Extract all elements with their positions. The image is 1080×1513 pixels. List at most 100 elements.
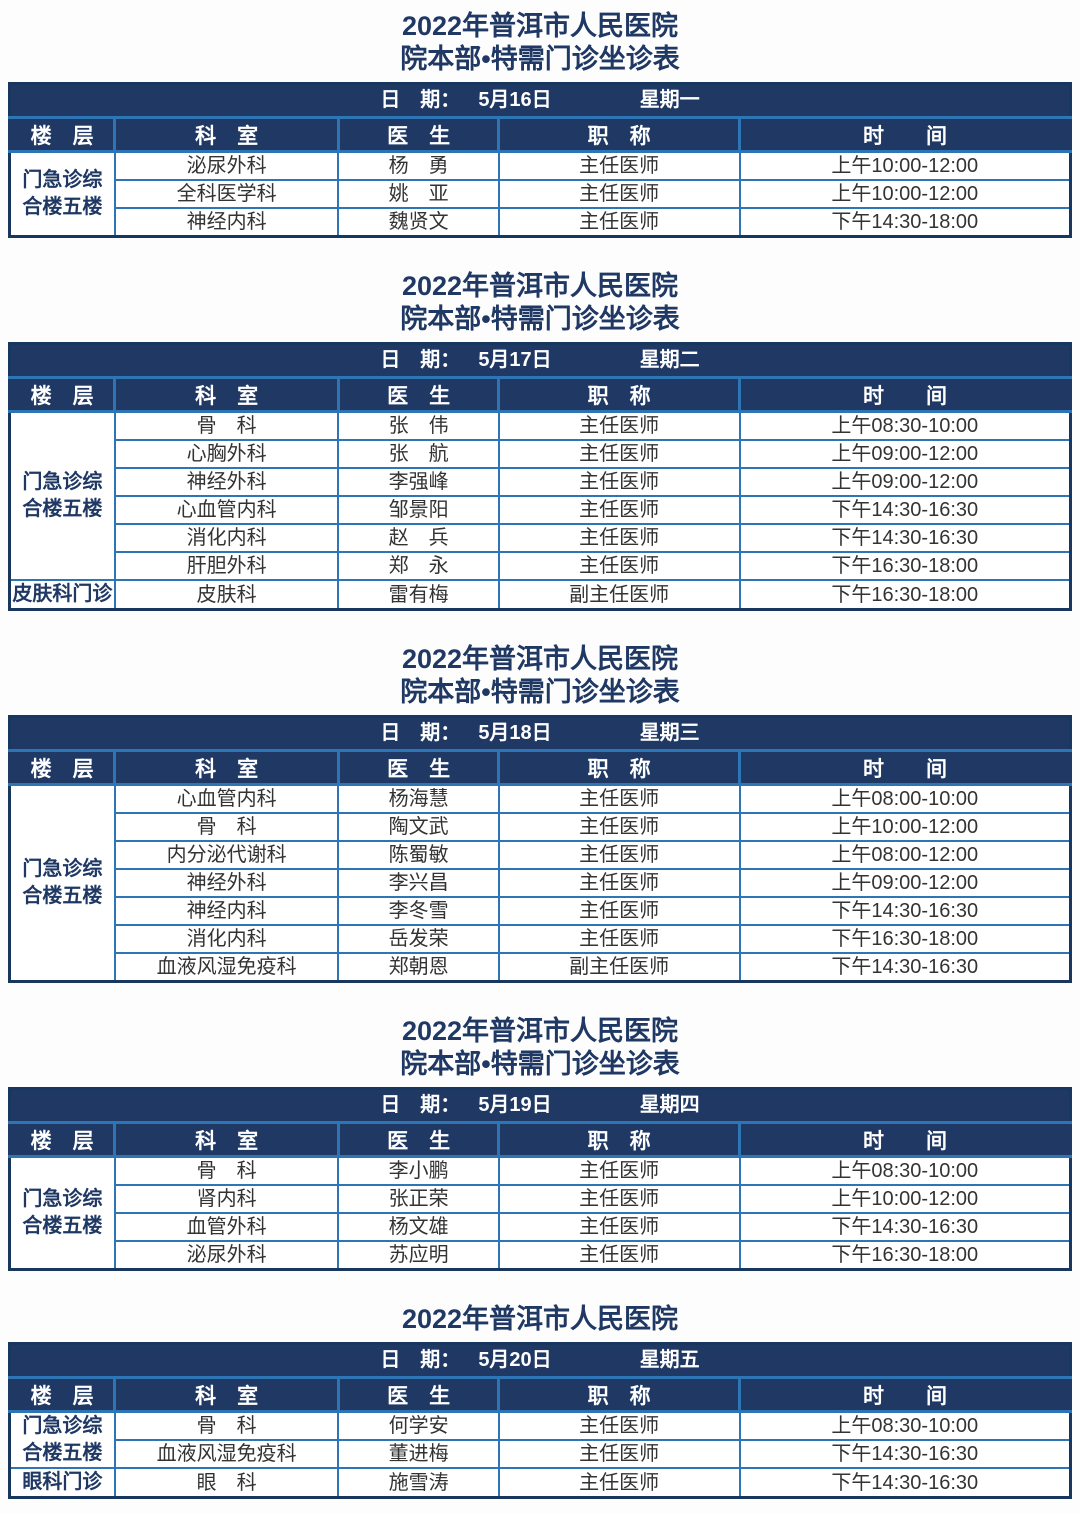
time-cell: 上午09:00-12:00 (738, 467, 1072, 497)
title-cell: 主任医师 (497, 924, 741, 954)
table-row: 眼科门诊 眼 科 施雪涛 主任医师 下午14:30-16:30 (8, 1467, 1072, 1499)
dept-cell: 骨 科 (113, 1155, 340, 1186)
date-banner: 日 期： 5月18日 星期三 (9, 716, 1071, 752)
time-cell: 下午16:30-18:00 (738, 1240, 1072, 1271)
dept-cell: 骨 科 (113, 812, 340, 842)
date-label: 日 期： (380, 722, 461, 744)
dept-cell: 神经内科 (113, 207, 340, 238)
time-cell: 下午14:30-16:30 (738, 952, 1072, 983)
doctor-cell: 苏应明 (337, 1240, 500, 1271)
schedule-table-tuesday: 日 期： 5月17日 星期二 楼 层 科 室 医 生 职 称 时 间 门急诊综 … (7, 342, 1072, 611)
dept-cell: 泌尿外科 (113, 1240, 340, 1271)
schedule-section-friday: 2022年普洱市人民医院 日 期： 5月20日 星期五 楼 层 科 室 医 生 … (7, 1301, 1072, 1499)
doctor-cell: 李强峰 (337, 467, 500, 497)
time-cell: 上午09:00-12:00 (738, 868, 1072, 898)
title-cell: 主任医师 (497, 523, 741, 553)
table-row: 神经外科 李兴昌 主任医师 上午09:00-12:00 (10, 868, 1072, 898)
col-header-floor: 楼 层 (7, 377, 117, 413)
title-cell: 主任医师 (497, 150, 741, 181)
dept-cell: 肝胆外科 (113, 551, 340, 581)
column-header-row: 楼 层 科 室 医 生 职 称 时 间 (7, 117, 1072, 153)
doctor-cell: 张 航 (337, 439, 500, 469)
table-row: 门急诊综 合楼五楼 心血管内科 杨海慧 主任医师 上午08:00-10:00 (8, 783, 1072, 983)
col-header-time: 时 间 (738, 377, 1072, 413)
title-block: 2022年普洱市人民医院 院本部•特需门诊坐诊表 (8, 1013, 1072, 1087)
time-cell: 下午14:30-18:00 (738, 207, 1072, 238)
floor-cell: 门急诊综 合楼五楼 (8, 150, 116, 238)
col-header-floor: 楼 层 (7, 1377, 117, 1413)
table-row: 门急诊综 合楼五楼 骨 科 何学安 主任医师 上午08:30-10:00 (8, 1410, 1072, 1469)
dept-cell: 泌尿外科 (113, 150, 340, 181)
schedule-table-monday: 日 期： 5月16日 星期一 楼 层 科 室 医 生 职 称 时 间 门急诊综 … (7, 82, 1072, 238)
col-header-title: 职 称 (497, 377, 742, 413)
schedule-table-wednesday: 日 期： 5月18日 星期三 楼 层 科 室 医 生 职 称 时 间 门急诊综 … (7, 715, 1072, 983)
title-cell: 主任医师 (497, 840, 741, 870)
column-header-row: 楼 层 科 室 医 生 职 称 时 间 (7, 377, 1072, 413)
table-row: 肾内科 张正荣 主任医师 上午10:00-12:00 (10, 1184, 1072, 1214)
doctor-cell: 李小鹏 (337, 1155, 500, 1186)
title-cell: 主任医师 (497, 1155, 741, 1186)
floor-cell: 门急诊综 合楼五楼 (8, 1410, 116, 1469)
col-header-floor: 楼 层 (7, 750, 117, 786)
date-value: 5月20日 (478, 1349, 552, 1371)
table-row: 肝胆外科 郑 永 主任医师 下午16:30-18:00 (10, 551, 1072, 581)
time-cell: 上午10:00-12:00 (738, 179, 1072, 209)
title-cell: 主任医师 (497, 1439, 741, 1469)
time-cell: 下午16:30-18:00 (738, 579, 1072, 611)
time-cell: 上午09:00-12:00 (738, 439, 1072, 469)
title-cell: 主任医师 (497, 783, 741, 814)
title-block: 2022年普洱市人民医院 (8, 1301, 1072, 1342)
schedule-section-monday: 2022年普洱市人民医院 院本部•特需门诊坐诊表 日 期： 5月16日 星期一 … (7, 8, 1072, 238)
col-header-floor: 楼 层 (7, 1122, 117, 1158)
dept-cell: 心血管内科 (113, 495, 340, 525)
time-cell: 上午10:00-12:00 (738, 812, 1072, 842)
time-cell: 下午14:30-16:30 (738, 1439, 1072, 1469)
title-cell: 主任医师 (497, 467, 741, 497)
weekday-value: 星期五 (639, 1349, 700, 1371)
col-header-dept: 科 室 (113, 750, 340, 786)
dept-cell: 血液风湿免疫科 (113, 1439, 340, 1469)
doctor-cell: 张 伟 (337, 410, 500, 441)
doctor-cell: 魏贤文 (337, 207, 500, 238)
time-cell: 下午16:30-18:00 (738, 551, 1072, 581)
title-cell: 主任医师 (497, 812, 741, 842)
date-value: 5月18日 (478, 722, 552, 744)
doctor-cell: 岳发荣 (337, 924, 500, 954)
title-cell: 主任医师 (497, 1212, 741, 1242)
dept-cell: 心血管内科 (113, 783, 340, 814)
table-row: 血管外科 杨文雄 主任医师 下午14:30-16:30 (10, 1212, 1072, 1242)
doctor-cell: 姚 亚 (337, 179, 500, 209)
dept-cell: 全科医学科 (113, 179, 340, 209)
date-banner: 日 期： 5月17日 星期二 (9, 343, 1071, 379)
dept-cell: 内分泌代谢科 (113, 840, 340, 870)
col-header-doctor: 医 生 (336, 1122, 501, 1158)
schedule-table-friday: 日 期： 5月20日 星期五 楼 层 科 室 医 生 职 称 时 间 门急诊综 … (7, 1342, 1072, 1499)
table-row: 门急诊综 合楼五楼 泌尿外科 杨 勇 主任医师 上午10:00-12:00 (8, 150, 1072, 238)
doctor-cell: 施雪涛 (337, 1467, 500, 1499)
doctor-cell: 杨海慧 (337, 783, 500, 814)
doctor-cell: 赵 兵 (337, 523, 500, 553)
title-block: 2022年普洱市人民医院 院本部•特需门诊坐诊表 (8, 8, 1072, 82)
time-cell: 上午08:00-12:00 (738, 840, 1072, 870)
doctor-cell: 郑朝恩 (337, 952, 500, 983)
floor-cell: 门急诊综 合楼五楼 (8, 783, 116, 983)
doctor-cell: 雷有梅 (337, 579, 500, 611)
title-cell: 主任医师 (497, 896, 741, 926)
title-cell: 主任医师 (497, 179, 741, 209)
title-cell: 主任医师 (497, 495, 741, 525)
dept-cell: 肾内科 (113, 1184, 340, 1214)
title-cell: 主任医师 (497, 439, 741, 469)
col-header-dept: 科 室 (113, 377, 340, 413)
col-header-time: 时 间 (738, 117, 1072, 153)
dept-cell: 骨 科 (113, 1410, 340, 1441)
doctor-cell: 李冬雪 (337, 896, 500, 926)
column-header-row: 楼 层 科 室 医 生 职 称 时 间 (7, 1122, 1072, 1158)
table-row: 内分泌代谢科 陈蜀敏 主任医师 上午08:00-12:00 (10, 840, 1072, 870)
dept-cell: 心胸外科 (113, 439, 340, 469)
hospital-title: 2022年普洱市人民医院 (401, 1016, 679, 1046)
time-cell: 下午14:30-16:30 (738, 896, 1072, 926)
dept-cell: 血管外科 (113, 1212, 340, 1242)
floor-cell: 眼科门诊 (8, 1467, 116, 1499)
title-cell: 主任医师 (497, 1467, 741, 1499)
schedule-section-wednesday: 2022年普洱市人民医院 院本部•特需门诊坐诊表 日 期： 5月18日 星期三 … (7, 641, 1072, 983)
